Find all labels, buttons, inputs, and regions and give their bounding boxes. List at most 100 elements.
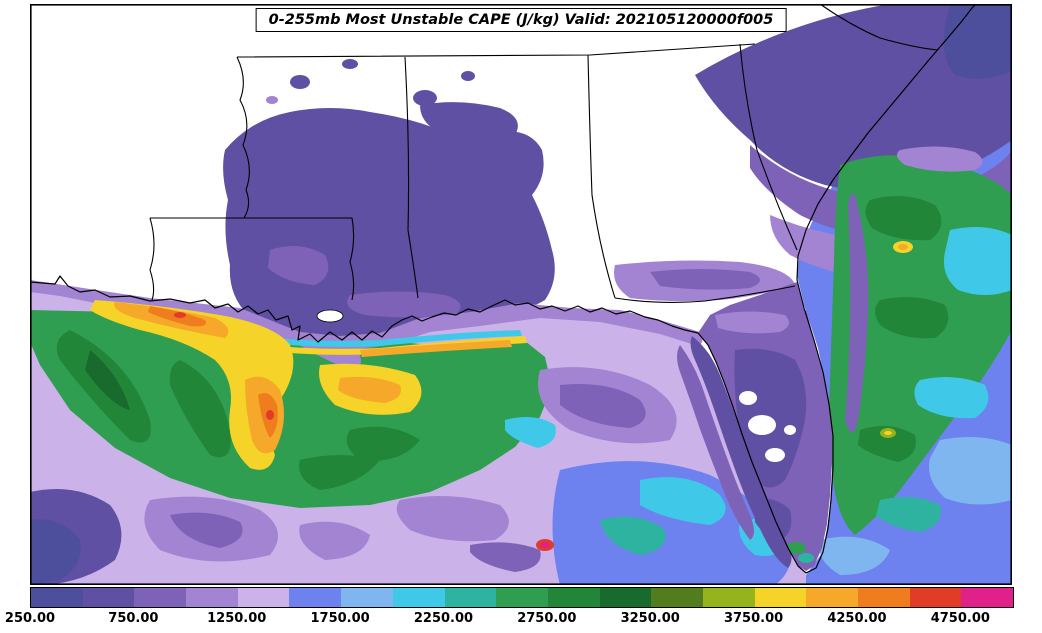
colorbar-tick-label: 750.00: [108, 611, 159, 626]
cape-region-atlantic-yellow-spot: [884, 431, 892, 435]
cape-region-cyan-fringe: [505, 416, 556, 448]
cape-speckle: [342, 59, 358, 69]
cape-speckle: [413, 90, 437, 106]
colorbar-segment: [961, 588, 1014, 607]
cape-region-dark-green: [299, 455, 380, 490]
cape-region-yellow-max: [90, 300, 294, 470]
cape-region-atlantic-darkgreen: [865, 196, 942, 241]
cape-region-dark-green: [346, 426, 420, 461]
colorbar-segment: [237, 588, 290, 607]
cape-region-midgulf-purple: [470, 542, 541, 572]
colorbar-segment: [186, 588, 238, 607]
cape-region-florida-violet-north: [715, 311, 789, 334]
colorbar-segment: [341, 588, 393, 607]
cape-region-green-gulf: [30, 310, 552, 508]
cape-region-inland-slate: [223, 108, 555, 350]
cape-region-orange-patch: [338, 376, 401, 403]
border-nc-sc: [819, 4, 939, 51]
state-borders: [149, 4, 939, 303]
colorbar-segment: [82, 588, 135, 607]
cape-region-florida-tip-green: [786, 542, 806, 554]
lake-pontchartrain: [316, 309, 344, 323]
cape-region-sga-purple: [650, 269, 760, 290]
cape-speckle: [266, 96, 278, 104]
cape-region-northeast-dark: [695, 4, 1012, 191]
border-la-ms-east: [244, 217, 355, 301]
cape-contour-map: [29, 4, 1013, 585]
cape-region-atlantic-purple-streak: [845, 193, 869, 433]
colorbar-tick-label: 3250.00: [620, 611, 680, 626]
colorbar-segment: [392, 588, 445, 607]
colorbar-segment: [547, 588, 600, 607]
cape-region-atlantic-lightblue: [929, 436, 1012, 505]
cape-region-atlantic-cyan: [943, 226, 1012, 295]
cape-region-atlantic-orange-spot: [898, 244, 908, 250]
cape-region-cyan-patch: [640, 477, 726, 525]
cape-region-atlantic-cyan: [914, 376, 989, 419]
cape-region-flwest-purpleband: [677, 345, 754, 540]
cape-region-florida-tip-teal: [798, 553, 814, 563]
colorbar-tick-label: 1250.00: [207, 611, 267, 626]
map-title: 0-255mb Most Unstable CAPE (J/kg) Valid:…: [255, 8, 787, 32]
colorbar-segment: [754, 588, 807, 607]
map-canvas: [29, 4, 1013, 585]
cape-region-atlantic-darkgreen: [858, 426, 916, 462]
colorbar: [30, 587, 1014, 608]
border-mississippi-river: [236, 56, 250, 219]
cape-region-northeast-darkest: [943, 4, 1012, 79]
colorbar-segment: [599, 588, 652, 607]
cape-region-florida-white-hole: [765, 448, 785, 462]
colorbar-segment: [702, 588, 755, 607]
colorbar-segment: [858, 588, 910, 607]
cape-region-inland-purple-patch: [268, 246, 329, 285]
colorbar-tick-labels: 250.00 750.00 1250.00 1750.00 2250.00 2750.00…: [5, 611, 1012, 629]
cape-region-fleast-purpleband: [798, 310, 830, 554]
border-ga-fl: [614, 285, 796, 303]
cape-region-orange-streak: [360, 340, 512, 357]
cape-region-extreme-magenta: [540, 542, 550, 548]
cape-region-florida-white-hole: [739, 391, 757, 405]
cape-region-red-spot: [174, 312, 186, 318]
colorbar-segment: [134, 588, 187, 607]
cape-region-flwest-darkband: [690, 336, 792, 568]
border-al-ga: [587, 54, 616, 299]
cape-region-violet-patch: [299, 521, 370, 560]
cape-region-darker-green: [85, 350, 130, 410]
cape-region-bottomleft-darkest: [30, 519, 81, 585]
colorbar-tick-label: 2250.00: [413, 611, 474, 626]
border-tx-la: [149, 217, 155, 301]
colorbar-tick-label: 4750.00: [930, 611, 990, 626]
cape-speckle: [461, 71, 475, 81]
cape-region-lightblue-patch: [819, 536, 890, 575]
cape-region-inland-slate-arm: [420, 102, 518, 139]
border-tn-south: [236, 43, 756, 58]
cape-region-atlantic-teal: [876, 496, 941, 532]
border-ms-al: [404, 56, 419, 299]
cape-region-red-spot: [266, 410, 274, 420]
colorbar-segment: [289, 588, 342, 607]
map-frame: [29, 4, 1013, 585]
cape-region-florida-white-hole: [784, 425, 796, 435]
cape-speckle: [290, 75, 310, 89]
colorbar-segment: [909, 588, 962, 607]
colorbar-tick-label: 1750.00: [310, 611, 370, 626]
colorbar-tick-label: 4250.00: [827, 611, 887, 626]
colorbar-segment: [651, 588, 703, 607]
cape-region-midgulf-violet: [396, 496, 509, 542]
cape-region-teal-patch: [600, 516, 666, 555]
cape-region-inland-purple-patch: [347, 291, 461, 318]
colorbar-segment: [31, 588, 83, 607]
cape-region-atlantic-violet: [896, 146, 983, 172]
cape-region-midgulf-purple: [560, 384, 646, 428]
coastline-path: [30, 4, 977, 574]
colorbar-segment: [444, 588, 497, 607]
cape-region-florida-white-hole: [748, 415, 776, 435]
cape-region-dark-green: [169, 360, 231, 458]
cape-region-purple-patch: [170, 512, 243, 548]
colorbar-segment: [806, 588, 858, 607]
colorbar-tick-label: 3750.00: [723, 611, 784, 626]
colorbar-segment: [496, 588, 548, 607]
border-ga-sc: [739, 43, 798, 251]
cape-region-atlantic-darkgreen: [875, 296, 949, 339]
